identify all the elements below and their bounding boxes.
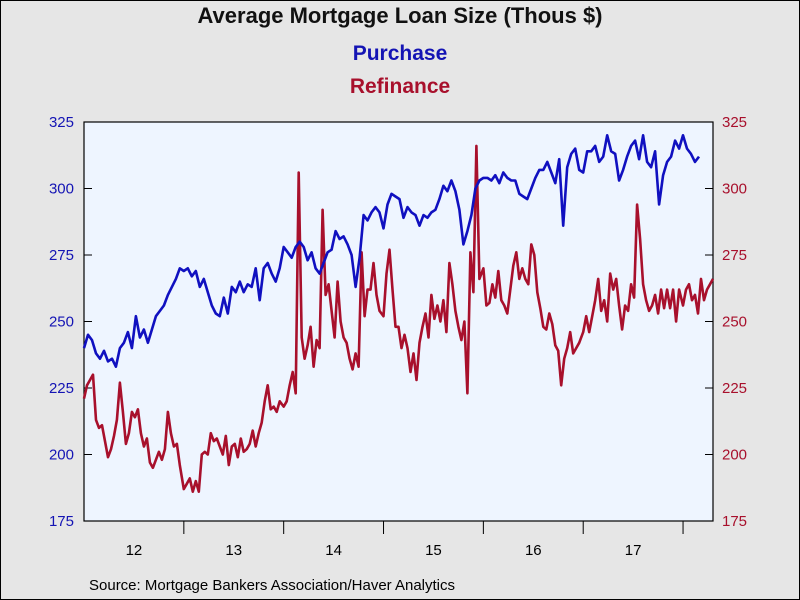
chart-title: Average Mortgage Loan Size (Thous $) [197, 3, 603, 28]
series-line-purchase [82, 134, 701, 368]
y-right-tick-label: 275 [722, 247, 747, 264]
y-right-tick-label: 175 [722, 513, 747, 530]
legend-purchase: Purchase [352, 42, 448, 65]
y-left-tick-label: 300 [49, 181, 74, 198]
x-tick-label: 12 [126, 542, 143, 559]
x-tick-label: 13 [225, 542, 242, 559]
y-right-tick-label: 250 [722, 314, 747, 331]
y-right-tick-label: 200 [722, 447, 747, 464]
legend-refinance: Refinance [349, 75, 451, 98]
y-left-tick-label: 325 [49, 114, 74, 131]
y-left-tick-label: 225 [49, 380, 74, 397]
y-left-tick-label: 200 [49, 447, 74, 464]
y-left-tick-label: 250 [49, 314, 74, 331]
y-left-tick-label: 175 [49, 513, 74, 530]
x-tick-label: 14 [325, 542, 342, 559]
y-right-tick-label: 300 [722, 181, 747, 198]
source-note: Source: Mortgage Bankers Association/Hav… [89, 577, 456, 594]
y-right-tick-label: 325 [722, 114, 747, 131]
x-tick-label: 16 [525, 542, 542, 559]
y-left-tick-label: 275 [49, 247, 74, 264]
x-tick-label: 15 [425, 542, 442, 559]
y-right-tick-label: 225 [722, 380, 747, 397]
x-tick-label: 17 [625, 542, 642, 559]
series-line-refinance [82, 144, 715, 493]
